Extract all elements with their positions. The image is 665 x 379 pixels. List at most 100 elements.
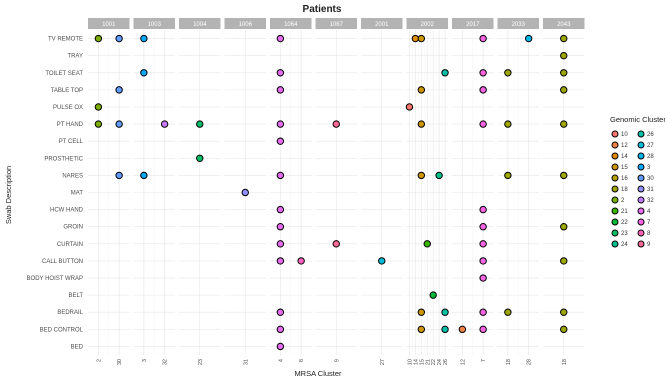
x-tick-label: 12 [460, 359, 466, 365]
facet-label: 2043 [557, 22, 571, 28]
x-tick-label: 24 [437, 359, 443, 365]
facet-strip [88, 18, 130, 29]
data-point [479, 34, 487, 43]
data-point [479, 325, 487, 334]
data-point [276, 257, 285, 265]
y-tick-label: HCW HAND [50, 208, 84, 214]
facet-panels: 1001 2 30 1003 3 32 1004 23 1006 31 1064 4 8 1067 9 200… [88, 18, 585, 365]
facet-label: 1003 [148, 22, 162, 28]
facet-strip [315, 18, 357, 29]
data-point [479, 120, 487, 128]
legend-key [637, 240, 645, 248]
legend-label: 14 [621, 154, 628, 160]
data-point [140, 171, 148, 180]
y-tick-label: TABLE TOP [51, 88, 83, 94]
data-point [417, 171, 426, 180]
data-point [276, 69, 285, 77]
y-tick-label: TRAY [67, 54, 83, 60]
legend-key [637, 163, 645, 171]
data-point [276, 137, 285, 145]
legend-label: 2 [621, 198, 625, 204]
y-tick-label: BED CONTROL [40, 327, 84, 333]
data-point [115, 86, 123, 94]
y-tick-label: MAT [71, 191, 84, 197]
legend-label: 12 [621, 143, 628, 149]
legend-key [611, 229, 619, 237]
data-point [504, 308, 512, 316]
data-point [560, 325, 568, 334]
x-tick-label: 31 [243, 359, 249, 365]
legend-label: 18 [621, 187, 628, 193]
legend-key [637, 207, 645, 215]
data-point [276, 308, 285, 316]
x-tick-label: 8 [299, 359, 305, 362]
data-point [479, 308, 487, 316]
legend-label: 9 [647, 242, 651, 248]
data-point [94, 34, 103, 43]
data-point [417, 308, 426, 316]
y-axis-title: Swab Description [4, 166, 13, 224]
legend-key [611, 196, 619, 204]
data-point [560, 69, 568, 77]
legend-label: 31 [647, 187, 654, 193]
data-point [560, 120, 568, 128]
facet-label: 1006 [239, 22, 253, 28]
x-tick-label: 32 [163, 359, 169, 365]
legend-title: Genomic Cluster [610, 115, 665, 124]
facet-label: 1001 [102, 22, 116, 28]
data-point [560, 223, 568, 231]
facet-panel: 1003 3 32 [133, 18, 175, 365]
data-point [417, 34, 426, 43]
legend-key [611, 207, 619, 215]
legend-label: 22 [621, 220, 628, 226]
data-point [276, 205, 285, 214]
x-tick-label: 21 [425, 359, 431, 365]
data-point [435, 171, 443, 180]
facet-strip [543, 18, 585, 29]
legend-label: 32 [647, 198, 654, 204]
facet-strip [224, 18, 266, 29]
y-tick-label: PT CELL [59, 139, 84, 145]
facet-label: 2033 [512, 22, 526, 28]
data-point [417, 325, 426, 334]
y-tick-label: BELT [68, 293, 83, 299]
facet-strip [497, 18, 539, 29]
data-point [441, 325, 449, 334]
x-tick-label: 23 [198, 359, 204, 365]
data-point [115, 120, 123, 128]
data-point [405, 103, 414, 111]
legend-label: 15 [621, 165, 628, 171]
facet-strip [361, 18, 403, 29]
x-tick-label: 3 [142, 359, 148, 362]
facet-panel: 1001 2 30 [88, 18, 130, 365]
x-tick-label: 9 [334, 359, 340, 362]
legend-label: 7 [647, 220, 651, 226]
data-point [458, 325, 467, 334]
data-point [378, 257, 386, 265]
data-point [241, 188, 249, 197]
data-point [196, 120, 204, 128]
y-tick-label: CURTAIN [57, 242, 83, 248]
facet-panel: 1064 4 8 [270, 18, 312, 362]
data-point [140, 34, 148, 43]
facet-panel: 2033 18 28 [497, 18, 539, 365]
legend-label: 24 [621, 242, 628, 248]
data-point [417, 120, 426, 128]
legend: Genomic Cluster 10 12 14 15 16 18 2 21 22 23 24 26 2… [610, 115, 665, 248]
data-point [276, 325, 285, 334]
facet-label: 2001 [375, 22, 389, 28]
facet-strip [270, 18, 312, 29]
x-tick-label: 10 [407, 359, 413, 365]
y-tick-label: BODY HOIST WRAP [27, 276, 83, 282]
facet-panel: 1006 31 [224, 18, 266, 365]
data-point [560, 257, 568, 265]
legend-key [611, 218, 619, 226]
data-point [479, 69, 487, 77]
data-point [276, 342, 285, 351]
x-axis-title: MRSA Cluster [294, 369, 342, 378]
data-point [479, 240, 487, 248]
facet-label: 1004 [193, 22, 207, 28]
data-point [441, 69, 449, 77]
facet-label: 1067 [330, 22, 344, 28]
legend-key [637, 130, 645, 138]
